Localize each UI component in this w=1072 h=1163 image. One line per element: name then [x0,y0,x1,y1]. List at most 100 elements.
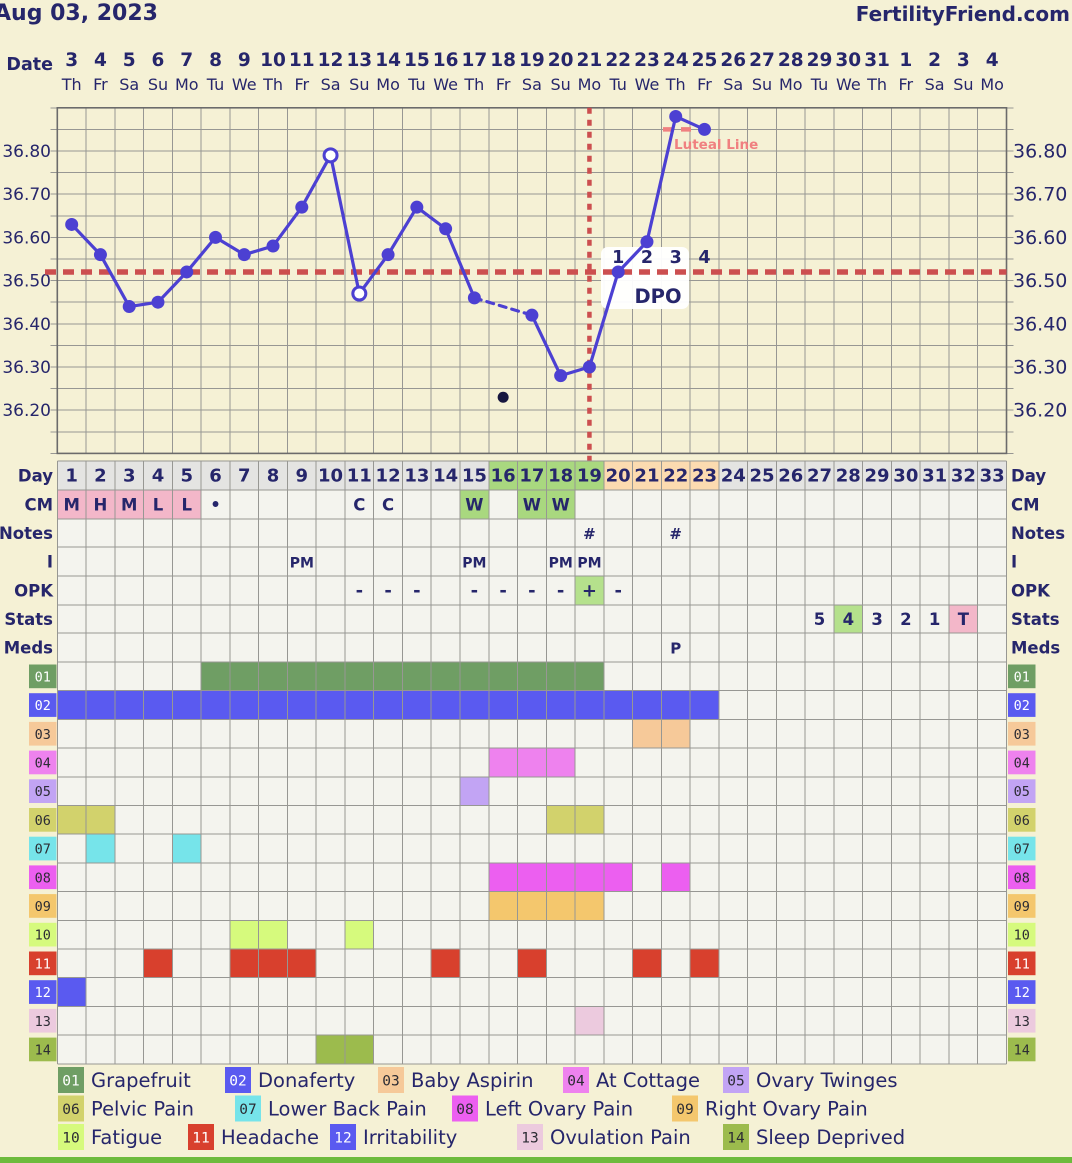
discarded-temperature-dot [497,391,509,403]
weekday-label: Tu [608,75,626,94]
track-chip-left-03 [29,721,57,746]
track-chip-number-right: 11 [1014,956,1030,972]
date-number: 23 [634,50,660,71]
temperature-dot [237,248,251,262]
date-number: 27 [749,50,775,71]
weekday-label: Fr [697,75,712,94]
day-number-cell[interactable]: 26 [778,466,803,487]
row-label-stats-right: Stats [1011,610,1060,629]
dpo-label-box [601,247,689,309]
opk-cell-text: - [471,581,478,602]
track-cell-01 [229,662,259,691]
day-number-cell[interactable]: 28 [836,466,861,487]
stats-cell-text: 4 [843,610,854,629]
day-number-cell[interactable]: 15 [462,466,487,487]
weekday-label: Tu [407,75,425,94]
row-label-cm-left: CM [24,496,53,515]
day-number-cell[interactable]: 5 [180,466,193,487]
track-chip-number-right: 06 [1014,813,1030,829]
cm-cell-text: L [153,496,164,515]
track-cell-02 [575,690,604,720]
day-number-cell[interactable]: 8 [267,466,280,487]
y-tick-label-left: 36.40 [2,315,51,335]
y-tick-label-left: 36.30 [2,358,51,378]
day-number-cell[interactable]: 4 [152,466,165,487]
track-cell-01 [344,662,374,691]
day-number-cell[interactable]: 21 [634,466,659,487]
day-number-cell[interactable]: 12 [376,466,401,487]
day-number-cell[interactable]: 29 [865,466,890,487]
day-number-cell[interactable]: 25 [749,466,774,487]
day-cell-fertile [575,461,604,490]
legend-chip-number: 13 [521,1131,538,1147]
row-label-cm-right: CM [1011,496,1040,515]
track-chip-right-08 [1008,865,1036,890]
day-number-cell[interactable]: 30 [893,466,918,487]
track-chip-number-left: 06 [35,813,51,829]
day-number-cell[interactable]: 24 [721,466,746,487]
track-cell-03 [661,719,691,749]
track-cell-04 [546,748,576,777]
site-title-link[interactable]: FertilityFriend.com [855,2,1070,26]
day-number-cell[interactable]: 2 [94,466,107,487]
row-label-intercourse-right: I [1011,553,1017,572]
day-number-cell[interactable]: 9 [296,466,309,487]
day-number-cell[interactable]: 33 [980,466,1005,487]
day-number-cell[interactable]: 13 [404,466,429,487]
date-number: 22 [605,50,631,71]
track-cell-04 [488,748,518,777]
weekday-label: Tu [206,75,224,94]
temperature-dot [697,122,711,136]
track-cell-06 [86,805,115,835]
temperature-line-segment [616,240,649,274]
track-chip-number-left: 08 [35,870,51,886]
track-chip-left-09 [29,894,57,918]
opk-cell-text: - [384,581,391,602]
day-number-cell[interactable]: 17 [519,466,544,487]
day-number-cell[interactable]: 3 [123,466,136,487]
day-number-cell[interactable]: 31 [922,466,947,487]
y-tick-label-right: 36.40 [1013,313,1067,335]
legend-chip-number: 07 [239,1102,256,1118]
day-cell-fertile [546,461,576,490]
track-cell-02 [488,690,518,720]
legend-chip-12 [330,1124,356,1150]
day-number-cell[interactable]: 18 [548,466,573,487]
legend-label-14: Sleep Deprived [756,1126,905,1149]
day-number-cell[interactable]: 7 [238,466,251,487]
track-cell-02 [143,690,173,720]
row-label-day-right: Day [1011,467,1046,486]
track-chip-left-12 [29,980,57,1004]
day-number-cell[interactable]: 14 [433,466,458,487]
day-number-cell[interactable]: 16 [491,466,516,487]
track-cell-01 [201,662,230,691]
day-number-cell[interactable]: 6 [209,466,222,487]
track-cell-08 [546,862,576,892]
temperature-line-segment [300,153,333,209]
day-number-cell[interactable]: 11 [347,466,372,487]
temperature-line-segment-interpolated [472,296,534,317]
day-number-cell[interactable]: 20 [606,466,631,487]
temperature-line-segment [645,114,678,244]
track-chip-right-03 [1008,721,1036,746]
weekday-label: Th [262,75,283,94]
notes-cell-text: # [583,525,596,543]
day-number-cell[interactable]: 1 [65,466,78,487]
date-number: 8 [209,50,222,71]
date-number: 16 [433,50,459,71]
day-number-cell[interactable]: 27 [807,466,832,487]
day-number-cell[interactable]: 19 [577,466,602,487]
track-cell-02 [114,690,144,720]
day-number-cell[interactable]: 23 [692,466,717,487]
day-number-cell[interactable]: 22 [663,466,688,487]
temperature-line-segment [444,227,476,300]
stats-cell-highlight [948,605,978,633]
intercourse-cell-text: PM [290,556,314,572]
date-number: 25 [692,50,718,71]
legend-chip-number: 14 [727,1131,745,1147]
track-chip-right-14 [1008,1037,1036,1062]
day-number-cell[interactable]: 10 [318,466,343,487]
track-cell-08 [575,862,604,892]
day-number-cell[interactable]: 32 [951,466,976,487]
